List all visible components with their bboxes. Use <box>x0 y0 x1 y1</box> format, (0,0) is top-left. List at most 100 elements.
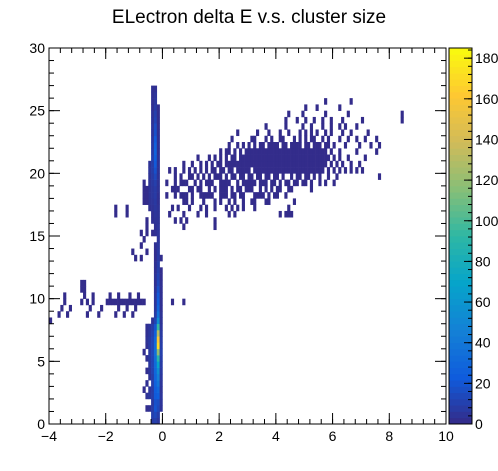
heatmap-cell <box>165 179 169 187</box>
heatmap-cell <box>256 167 260 174</box>
heatmap-cell <box>307 173 311 180</box>
heatmap-cell <box>273 160 277 168</box>
heatmap-cell <box>153 298 158 306</box>
heatmap-cell <box>156 110 160 118</box>
heatmap-cell <box>202 173 206 180</box>
heatmap-cell <box>264 135 268 143</box>
heatmap-cell <box>247 154 251 162</box>
colorbar-segment <box>449 116 472 124</box>
heatmap-cell <box>292 154 297 162</box>
heatmap-cell <box>275 148 279 155</box>
colorbar-segment <box>449 185 472 193</box>
heatmap-cell <box>156 336 160 343</box>
heatmap-cell <box>250 179 254 187</box>
heatmap-cell <box>312 135 316 143</box>
heatmap-cell <box>156 179 160 187</box>
heatmap-cell <box>295 154 299 162</box>
heatmap-cell <box>287 160 291 168</box>
heatmap-cell <box>219 148 223 155</box>
heatmap-cell <box>338 154 342 162</box>
heatmap-cell <box>153 91 158 99</box>
heatmap-cell <box>309 185 314 193</box>
heatmap-cell <box>60 304 64 312</box>
heatmap-cell <box>298 129 302 137</box>
heatmap-cell <box>153 135 158 143</box>
heatmap-cell <box>151 411 155 419</box>
heatmap-cell <box>148 405 152 412</box>
heatmap-cell <box>199 167 203 174</box>
heatmap-cell <box>156 411 160 419</box>
heatmap-cell <box>275 142 279 149</box>
heatmap-cell <box>148 386 152 393</box>
heatmap-cell <box>219 167 223 174</box>
heatmap-cell <box>326 173 331 180</box>
heatmap-cell <box>148 192 152 199</box>
heatmap-cell <box>298 142 302 149</box>
heatmap-cell <box>213 198 217 205</box>
heatmap-cell <box>151 154 155 162</box>
heatmap-cell <box>173 179 177 187</box>
heatmap-cell <box>182 223 186 231</box>
heatmap-cell <box>219 173 223 180</box>
heatmap-cell <box>153 198 158 205</box>
heatmap-cell <box>329 148 333 155</box>
heatmap-cell <box>156 323 160 331</box>
heatmap-cell <box>241 198 245 205</box>
heatmap-cell <box>270 185 274 193</box>
heatmap-cell <box>151 198 155 205</box>
x-tick-label: 6 <box>329 428 337 444</box>
heatmap-cell <box>224 148 228 155</box>
colorbar-segment <box>449 129 472 137</box>
heatmap-cell <box>287 154 291 162</box>
heatmap-cell <box>182 298 186 306</box>
heatmap-cell <box>153 373 158 381</box>
heatmap-cell <box>335 173 339 180</box>
heatmap-cell <box>153 217 158 224</box>
heatmap-cell <box>264 179 268 187</box>
heatmap-cell <box>156 355 160 362</box>
heatmap-cell <box>281 160 285 168</box>
heatmap-cell <box>290 160 294 168</box>
heatmap-cell <box>153 292 158 299</box>
heatmap-cell <box>233 148 237 155</box>
heatmap-cell <box>91 298 95 306</box>
heatmap-cell <box>156 217 160 224</box>
heatmap-cell <box>309 167 314 174</box>
heatmap-cell <box>287 110 291 118</box>
heatmap-cell <box>145 336 149 343</box>
heatmap-cell <box>117 298 121 306</box>
colorbar-segment <box>449 279 472 287</box>
heatmap-cell <box>156 398 160 406</box>
heatmap-cell <box>244 179 248 187</box>
heatmap-cell <box>241 204 245 212</box>
heatmap-cell <box>179 217 183 224</box>
x-tick-label: 10 <box>438 428 454 444</box>
heatmap-cell <box>236 160 240 168</box>
heatmap-cell <box>238 185 243 193</box>
y-tick-label: 30 <box>29 40 45 56</box>
heatmap-cell <box>284 210 288 218</box>
heatmap-cell <box>153 323 158 331</box>
heatmap-cell <box>151 373 155 381</box>
heatmap-cell <box>148 167 152 174</box>
heatmap-cell <box>307 142 311 149</box>
heatmap-cell <box>156 311 160 318</box>
heatmap-cell <box>156 292 160 299</box>
heatmap-cell <box>264 160 268 168</box>
heatmap-cell <box>145 198 149 205</box>
heatmap-cell <box>153 261 158 268</box>
heatmap-cell <box>196 173 200 180</box>
heatmap-cell <box>244 148 248 155</box>
heatmap-cell <box>153 254 158 262</box>
heatmap-cell <box>295 116 299 124</box>
heatmap-cell <box>301 160 305 168</box>
heatmap-cell <box>142 386 146 393</box>
heatmap-cell <box>159 254 163 262</box>
heatmap-cell <box>156 154 160 162</box>
heatmap-cell <box>318 142 322 149</box>
heatmap-cell <box>304 135 308 143</box>
heatmap-cell <box>338 148 342 155</box>
heatmap-cell <box>315 148 319 155</box>
heatmap-cell <box>91 292 95 299</box>
heatmap-cell <box>290 148 294 155</box>
